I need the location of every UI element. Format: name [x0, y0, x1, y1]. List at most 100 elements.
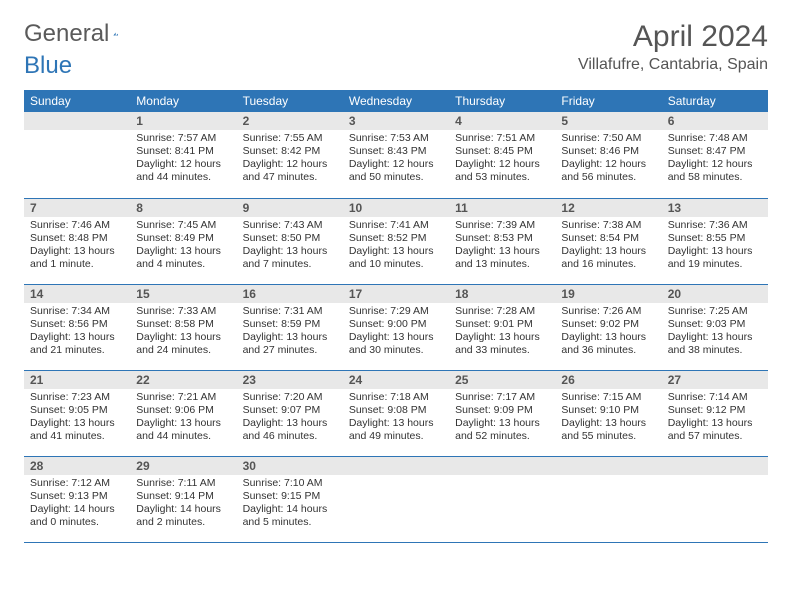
- calendar-cell: 14Sunrise: 7:34 AMSunset: 8:56 PMDayligh…: [24, 284, 130, 370]
- logo-sail-icon: [113, 24, 118, 44]
- sunrise-text: Sunrise: 7:45 AM: [136, 219, 230, 232]
- sunrise-text: Sunrise: 7:33 AM: [136, 305, 230, 318]
- daylight-text: Daylight: 13 hours and 38 minutes.: [668, 331, 762, 357]
- calendar-cell: 5Sunrise: 7:50 AMSunset: 8:46 PMDaylight…: [555, 112, 661, 198]
- sunset-text: Sunset: 9:10 PM: [561, 404, 655, 417]
- calendar-cell: 6Sunrise: 7:48 AMSunset: 8:47 PMDaylight…: [662, 112, 768, 198]
- day-info: Sunrise: 7:48 AMSunset: 8:47 PMDaylight:…: [662, 130, 768, 189]
- daylight-text: Daylight: 14 hours and 0 minutes.: [30, 503, 124, 529]
- daylight-text: Daylight: 13 hours and 10 minutes.: [349, 245, 443, 271]
- calendar-cell: 30Sunrise: 7:10 AMSunset: 9:15 PMDayligh…: [237, 456, 343, 542]
- daylight-text: Daylight: 13 hours and 55 minutes.: [561, 417, 655, 443]
- day-info: Sunrise: 7:18 AMSunset: 9:08 PMDaylight:…: [343, 389, 449, 448]
- daylight-text: Daylight: 13 hours and 57 minutes.: [668, 417, 762, 443]
- calendar-cell: [449, 456, 555, 542]
- sunrise-text: Sunrise: 7:39 AM: [455, 219, 549, 232]
- calendar-cell: 18Sunrise: 7:28 AMSunset: 9:01 PMDayligh…: [449, 284, 555, 370]
- weekday-header: Sunday: [24, 90, 130, 112]
- calendar-cell: 8Sunrise: 7:45 AMSunset: 8:49 PMDaylight…: [130, 198, 236, 284]
- day-number: [555, 457, 661, 475]
- day-number: [343, 457, 449, 475]
- sunset-text: Sunset: 8:59 PM: [243, 318, 337, 331]
- sunrise-text: Sunrise: 7:10 AM: [243, 477, 337, 490]
- sunset-text: Sunset: 9:13 PM: [30, 490, 124, 503]
- sunrise-text: Sunrise: 7:21 AM: [136, 391, 230, 404]
- sunrise-text: Sunrise: 7:18 AM: [349, 391, 443, 404]
- calendar-cell: [555, 456, 661, 542]
- month-title: April 2024: [578, 20, 768, 54]
- calendar-cell: 4Sunrise: 7:51 AMSunset: 8:45 PMDaylight…: [449, 112, 555, 198]
- day-info: Sunrise: 7:34 AMSunset: 8:56 PMDaylight:…: [24, 303, 130, 362]
- weekday-header: Tuesday: [237, 90, 343, 112]
- day-info: Sunrise: 7:12 AMSunset: 9:13 PMDaylight:…: [24, 475, 130, 534]
- calendar-cell: 19Sunrise: 7:26 AMSunset: 9:02 PMDayligh…: [555, 284, 661, 370]
- daylight-text: Daylight: 12 hours and 47 minutes.: [243, 158, 337, 184]
- sunset-text: Sunset: 8:41 PM: [136, 145, 230, 158]
- day-info: Sunrise: 7:28 AMSunset: 9:01 PMDaylight:…: [449, 303, 555, 362]
- calendar-cell: 1Sunrise: 7:57 AMSunset: 8:41 PMDaylight…: [130, 112, 236, 198]
- day-info: Sunrise: 7:57 AMSunset: 8:41 PMDaylight:…: [130, 130, 236, 189]
- daylight-text: Daylight: 13 hours and 44 minutes.: [136, 417, 230, 443]
- daylight-text: Daylight: 12 hours and 44 minutes.: [136, 158, 230, 184]
- day-number: 8: [130, 199, 236, 217]
- sunset-text: Sunset: 9:12 PM: [668, 404, 762, 417]
- daylight-text: Daylight: 14 hours and 2 minutes.: [136, 503, 230, 529]
- day-info: Sunrise: 7:10 AMSunset: 9:15 PMDaylight:…: [237, 475, 343, 534]
- sunrise-text: Sunrise: 7:23 AM: [30, 391, 124, 404]
- calendar-cell: 29Sunrise: 7:11 AMSunset: 9:14 PMDayligh…: [130, 456, 236, 542]
- day-number: 17: [343, 285, 449, 303]
- daylight-text: Daylight: 13 hours and 49 minutes.: [349, 417, 443, 443]
- sunrise-text: Sunrise: 7:57 AM: [136, 132, 230, 145]
- day-number: 20: [662, 285, 768, 303]
- day-number: 13: [662, 199, 768, 217]
- day-info: Sunrise: 7:38 AMSunset: 8:54 PMDaylight:…: [555, 217, 661, 276]
- daylight-text: Daylight: 13 hours and 21 minutes.: [30, 331, 124, 357]
- weekday-header: Friday: [555, 90, 661, 112]
- sunrise-text: Sunrise: 7:15 AM: [561, 391, 655, 404]
- sunrise-text: Sunrise: 7:43 AM: [243, 219, 337, 232]
- calendar-cell: [343, 456, 449, 542]
- calendar-cell: 13Sunrise: 7:36 AMSunset: 8:55 PMDayligh…: [662, 198, 768, 284]
- sunrise-text: Sunrise: 7:50 AM: [561, 132, 655, 145]
- day-info: Sunrise: 7:20 AMSunset: 9:07 PMDaylight:…: [237, 389, 343, 448]
- calendar-cell: 16Sunrise: 7:31 AMSunset: 8:59 PMDayligh…: [237, 284, 343, 370]
- daylight-text: Daylight: 13 hours and 41 minutes.: [30, 417, 124, 443]
- day-info: Sunrise: 7:39 AMSunset: 8:53 PMDaylight:…: [449, 217, 555, 276]
- sunrise-text: Sunrise: 7:48 AM: [668, 132, 762, 145]
- daylight-text: Daylight: 13 hours and 13 minutes.: [455, 245, 549, 271]
- daylight-text: Daylight: 14 hours and 5 minutes.: [243, 503, 337, 529]
- calendar-week-row: 1Sunrise: 7:57 AMSunset: 8:41 PMDaylight…: [24, 112, 768, 198]
- daylight-text: Daylight: 13 hours and 27 minutes.: [243, 331, 337, 357]
- sunset-text: Sunset: 8:45 PM: [455, 145, 549, 158]
- calendar-cell: 22Sunrise: 7:21 AMSunset: 9:06 PMDayligh…: [130, 370, 236, 456]
- sunset-text: Sunset: 9:07 PM: [243, 404, 337, 417]
- weekday-header: Wednesday: [343, 90, 449, 112]
- daylight-text: Daylight: 13 hours and 19 minutes.: [668, 245, 762, 271]
- logo-word2: Blue: [24, 52, 768, 80]
- calendar-cell: 7Sunrise: 7:46 AMSunset: 8:48 PMDaylight…: [24, 198, 130, 284]
- weekday-header-row: Sunday Monday Tuesday Wednesday Thursday…: [24, 90, 768, 112]
- sunset-text: Sunset: 8:56 PM: [30, 318, 124, 331]
- calendar-cell: 25Sunrise: 7:17 AMSunset: 9:09 PMDayligh…: [449, 370, 555, 456]
- weekday-header: Monday: [130, 90, 236, 112]
- weekday-header: Saturday: [662, 90, 768, 112]
- day-number: 24: [343, 371, 449, 389]
- calendar-week-row: 28Sunrise: 7:12 AMSunset: 9:13 PMDayligh…: [24, 456, 768, 542]
- sunset-text: Sunset: 9:05 PM: [30, 404, 124, 417]
- day-number: 30: [237, 457, 343, 475]
- day-number: 1: [130, 112, 236, 130]
- sunset-text: Sunset: 9:14 PM: [136, 490, 230, 503]
- daylight-text: Daylight: 13 hours and 46 minutes.: [243, 417, 337, 443]
- day-number: 7: [24, 199, 130, 217]
- daylight-text: Daylight: 13 hours and 24 minutes.: [136, 331, 230, 357]
- day-info: Sunrise: 7:21 AMSunset: 9:06 PMDaylight:…: [130, 389, 236, 448]
- day-number: 25: [449, 371, 555, 389]
- daylight-text: Daylight: 12 hours and 50 minutes.: [349, 158, 443, 184]
- sunset-text: Sunset: 8:54 PM: [561, 232, 655, 245]
- sunset-text: Sunset: 9:08 PM: [349, 404, 443, 417]
- sunset-text: Sunset: 8:48 PM: [30, 232, 124, 245]
- sunset-text: Sunset: 9:06 PM: [136, 404, 230, 417]
- calendar-cell: 21Sunrise: 7:23 AMSunset: 9:05 PMDayligh…: [24, 370, 130, 456]
- day-number: 15: [130, 285, 236, 303]
- sunrise-text: Sunrise: 7:53 AM: [349, 132, 443, 145]
